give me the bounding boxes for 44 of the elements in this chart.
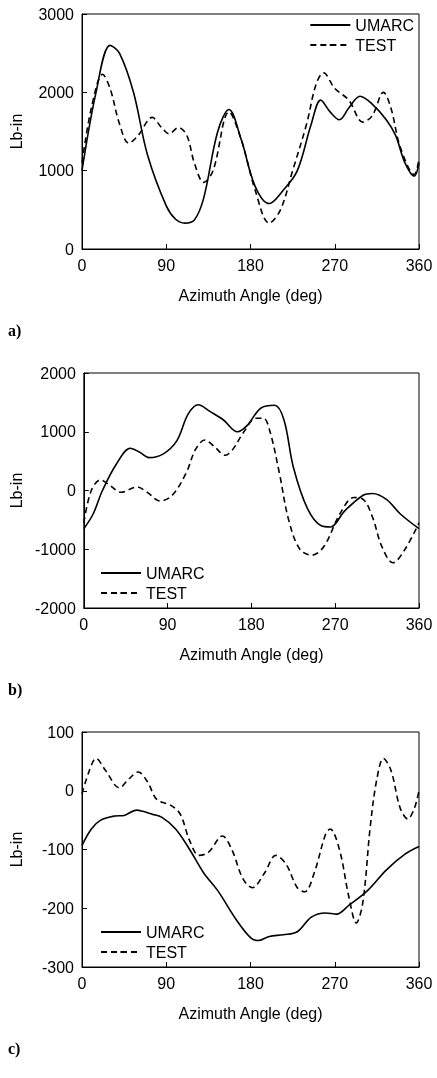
y-tick-label: -200 xyxy=(41,899,75,917)
y-tick-label: -300 xyxy=(41,958,75,976)
x-axis-title: Azimuth Angle (deg) xyxy=(178,286,323,304)
y-tick-label: 0 xyxy=(65,240,75,258)
text: a) xyxy=(8,321,22,340)
text: b) xyxy=(8,680,23,699)
legend-label: TEST xyxy=(146,943,188,961)
x-tick-label: 0 xyxy=(77,256,87,274)
y-axis-title: Lb-in xyxy=(7,831,25,868)
x-tick-label: 180 xyxy=(237,256,264,274)
x-tick-label: 270 xyxy=(321,615,349,633)
y-tick-label: -100 xyxy=(41,841,75,858)
y-tick-label: -1000 xyxy=(34,540,76,558)
legend-label: UMARC xyxy=(146,923,205,941)
x-tick-label: 270 xyxy=(321,256,349,274)
y-tick-label: 1000 xyxy=(38,162,75,180)
y-tick-label: -2000 xyxy=(34,599,76,617)
y-axis-title: Lb-in xyxy=(7,472,25,509)
y-tick-label: 0 xyxy=(66,482,76,499)
x-tick-label: 0 xyxy=(79,615,89,633)
y-tick-label: 0 xyxy=(65,782,75,800)
legend-label: TEST xyxy=(355,36,397,54)
x-axis-title: Azimuth Angle (deg) xyxy=(179,645,324,663)
x-tick-label: 90 xyxy=(157,256,176,274)
x-tick-label: 270 xyxy=(321,974,349,992)
x-tick-label: 360 xyxy=(405,256,433,274)
y-axis-title: Lb-in xyxy=(7,113,25,150)
y-tick-label: 3000 xyxy=(38,5,75,23)
y-tick-label: 100 xyxy=(47,723,75,741)
legend-label: UMARC xyxy=(146,564,205,582)
text: c) xyxy=(8,1039,21,1058)
x-tick-label: 360 xyxy=(405,615,433,633)
x-axis-title: Azimuth Angle (deg) xyxy=(178,1004,323,1022)
legend-label: UMARC xyxy=(355,16,415,34)
legend-label: TEST xyxy=(146,584,188,602)
y-tick-label: 1000 xyxy=(40,423,76,441)
x-tick-label: 180 xyxy=(238,615,265,633)
x-tick-label: 180 xyxy=(237,974,264,992)
x-tick-label: 90 xyxy=(158,615,177,633)
x-tick-label: 0 xyxy=(77,974,87,992)
y-tick-label: 2000 xyxy=(38,83,75,101)
x-tick-label: 90 xyxy=(157,974,176,992)
x-tick-label: 360 xyxy=(405,974,433,992)
y-tick-label: 2000 xyxy=(40,364,76,382)
